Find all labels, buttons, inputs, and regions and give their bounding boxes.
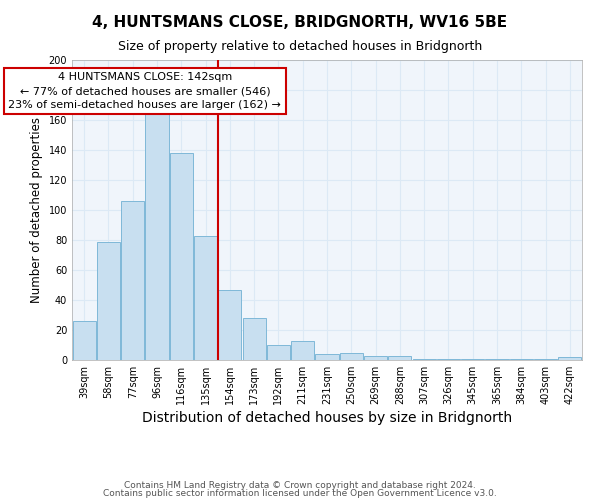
- Bar: [340, 352, 363, 360]
- Bar: [413, 358, 436, 360]
- Bar: [437, 358, 460, 360]
- X-axis label: Distribution of detached houses by size in Bridgnorth: Distribution of detached houses by size …: [142, 411, 512, 425]
- Bar: [534, 358, 557, 360]
- Text: 4, HUNTSMANS CLOSE, BRIDGNORTH, WV16 5BE: 4, HUNTSMANS CLOSE, BRIDGNORTH, WV16 5BE: [92, 15, 508, 30]
- Bar: [316, 354, 338, 360]
- Bar: [559, 357, 581, 360]
- Bar: [388, 356, 412, 360]
- Bar: [291, 340, 314, 360]
- Text: Contains HM Land Registry data © Crown copyright and database right 2024.: Contains HM Land Registry data © Crown c…: [124, 480, 476, 490]
- Bar: [364, 356, 387, 360]
- Text: Size of property relative to detached houses in Bridgnorth: Size of property relative to detached ho…: [118, 40, 482, 53]
- Bar: [218, 290, 241, 360]
- Y-axis label: Number of detached properties: Number of detached properties: [30, 117, 43, 303]
- Bar: [170, 153, 193, 360]
- Bar: [97, 242, 120, 360]
- Bar: [510, 358, 533, 360]
- Bar: [121, 201, 144, 360]
- Bar: [194, 236, 217, 360]
- Bar: [461, 358, 484, 360]
- Bar: [145, 111, 169, 360]
- Bar: [242, 318, 266, 360]
- Bar: [267, 345, 290, 360]
- Bar: [485, 358, 509, 360]
- Text: Contains public sector information licensed under the Open Government Licence v3: Contains public sector information licen…: [103, 489, 497, 498]
- Text: 4 HUNTSMANS CLOSE: 142sqm
← 77% of detached houses are smaller (546)
23% of semi: 4 HUNTSMANS CLOSE: 142sqm ← 77% of detac…: [8, 72, 281, 110]
- Bar: [73, 321, 95, 360]
